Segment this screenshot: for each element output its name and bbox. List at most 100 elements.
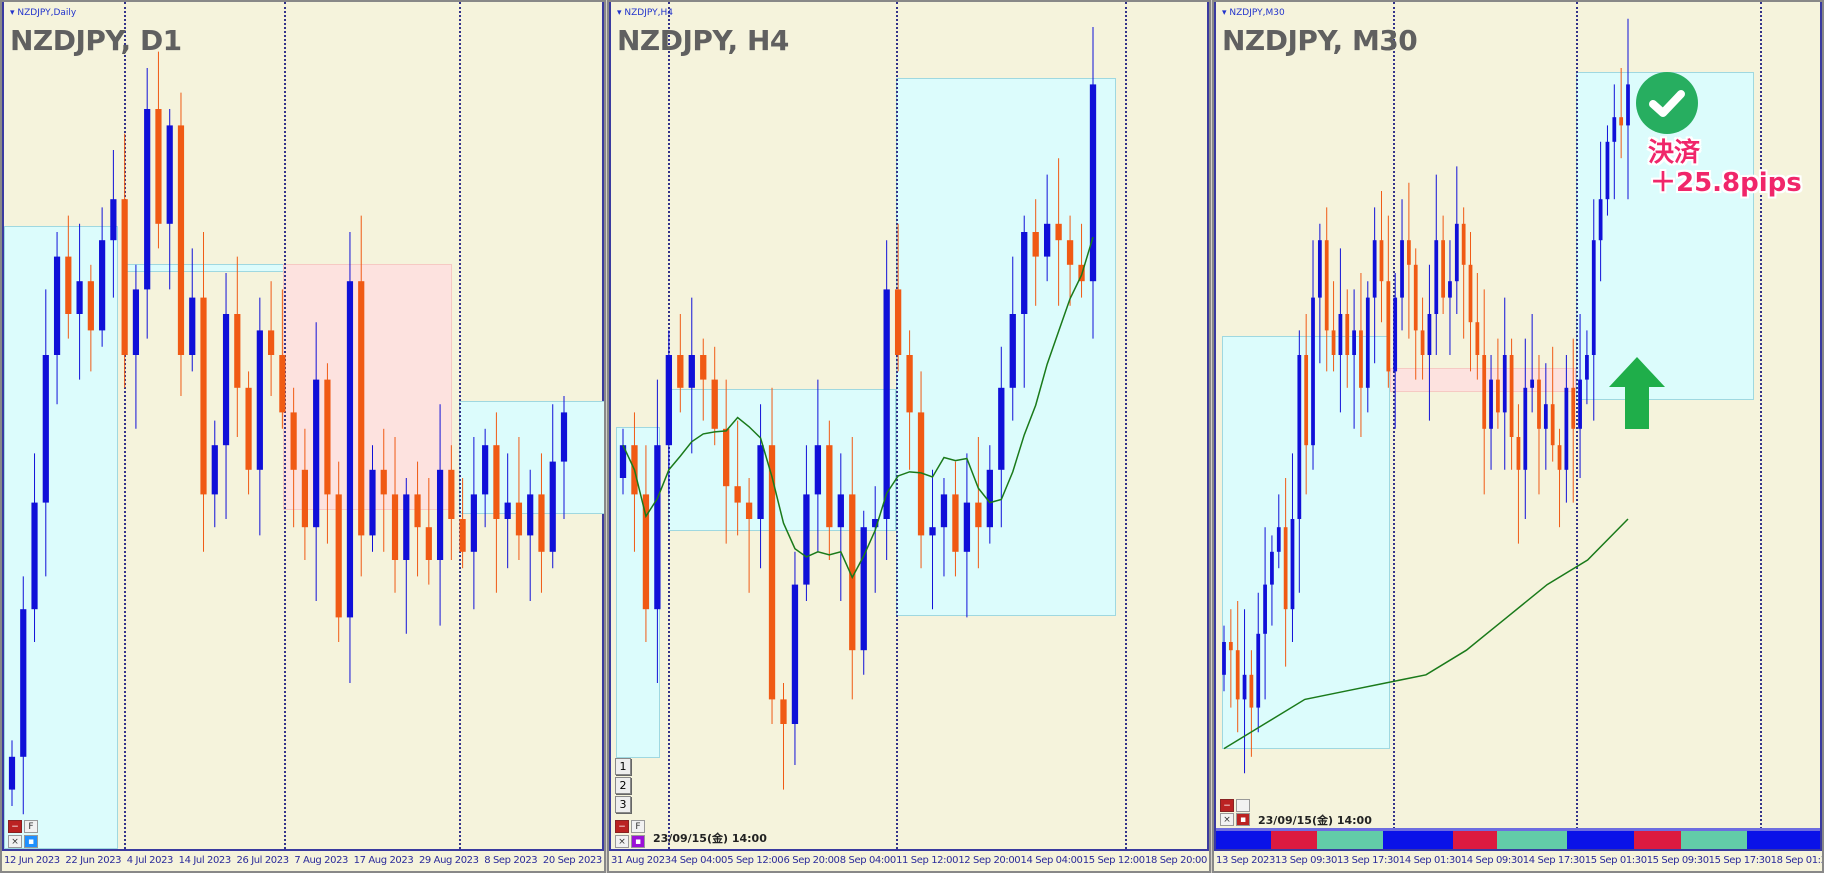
plot-area[interactable]: ▾ NZDJPY,Daily NZDJPY, D1 − F × ▪ (2, 2, 604, 849)
moving-average-line (622, 236, 1094, 580)
candle-body (665, 355, 673, 446)
candle-body (860, 527, 867, 651)
candle-body (1496, 379, 1500, 413)
candle-body (1304, 355, 1309, 446)
chart-symbol-label[interactable]: ▾ NZDJPY,Daily (10, 8, 77, 18)
minimize-button[interactable]: − (615, 820, 629, 833)
candle-body (1235, 650, 1240, 700)
button-3[interactable]: 3 (615, 796, 631, 813)
candle-body (1537, 379, 1541, 429)
axis-tick-label: 4 Sep 04:00 (670, 855, 727, 866)
candle-body (346, 281, 354, 618)
candle-body (1509, 355, 1514, 437)
grid-line (124, 2, 126, 849)
grid-line (1576, 2, 1578, 849)
candle-body (20, 609, 27, 757)
chart-panel-m30[interactable]: ▾ NZDJPY,M30 NZDJPY, M30 決済 ＋25.8pips − … (1212, 0, 1824, 873)
candle-body (642, 494, 650, 610)
button-2[interactable]: 2 (615, 777, 631, 794)
grid-line (1125, 2, 1127, 849)
candle-body (482, 445, 489, 495)
candle-body (1434, 240, 1439, 314)
axis-tick-label: 14 Sep 09:30 (1460, 855, 1523, 866)
plot-area[interactable]: ▾ NZDJPY,H4 NZDJPY, H4 1 2 3 − F × ▪ 23/… (609, 2, 1209, 849)
close-button[interactable]: × (1220, 813, 1234, 826)
result-label: 決済 (1648, 138, 1701, 168)
current-datetime: 23/09/15(金) 14:00 (1258, 814, 1372, 827)
candle-body (975, 502, 982, 528)
button-1[interactable]: 1 (615, 758, 631, 775)
candle-body (177, 125, 185, 356)
candle-body (1352, 330, 1356, 355)
chart-symbol-label[interactable]: ▾ NZDJPY,H4 (617, 8, 673, 18)
candle-body (1530, 379, 1535, 388)
candle-body (31, 502, 38, 610)
result-pips: ＋25.8pips (1650, 168, 1802, 198)
minimize-button[interactable]: − (1220, 799, 1234, 812)
session-segment-red (1270, 831, 1318, 849)
axis-tick-label: 15 Sep 09:30 (1646, 855, 1709, 866)
axis-tick-label: 15 Sep 12:00 (1082, 855, 1145, 866)
candle-body (757, 445, 764, 519)
candle-body (76, 281, 83, 314)
toggle-button[interactable]: ▪ (24, 835, 38, 848)
session-segment-blue (1216, 831, 1271, 849)
axis-tick-label: 12 Jun 2023 (4, 855, 60, 866)
candle-body (8, 756, 16, 790)
chart-panel-d1[interactable]: ▾ NZDJPY,Daily NZDJPY, D1 − F × ▪ 12 Jun… (0, 0, 606, 873)
axis-tick-label: 4 Jul 2023 (126, 855, 174, 866)
axis-tick-label: 18 Sep 01:30 (1770, 855, 1822, 866)
candle-body (1441, 240, 1446, 298)
toggle-button[interactable]: ▪ (1236, 813, 1250, 826)
candle-body (403, 494, 410, 560)
candle-body (425, 527, 432, 560)
candle-body (459, 519, 466, 552)
candle-body (380, 469, 387, 495)
chart-panel-h4[interactable]: ▾ NZDJPY,H4 NZDJPY, H4 1 2 3 − F × ▪ 23/… (607, 0, 1211, 873)
candle-body (1283, 527, 1288, 610)
minimize-button[interactable]: − (8, 820, 22, 833)
grid-line (459, 2, 461, 849)
f-button[interactable] (1236, 799, 1250, 812)
f-button[interactable]: F (24, 820, 38, 833)
candlestick-chart (619, 27, 1097, 790)
candle-body (1317, 240, 1322, 298)
candle-body (745, 502, 753, 519)
session-segment-blue (1383, 831, 1453, 849)
axis-tick-label: 14 Sep 01:30 (1398, 855, 1461, 866)
candle-body (677, 355, 684, 388)
candle-body (1345, 314, 1350, 355)
candle-body (527, 494, 534, 536)
candle-body (560, 412, 568, 462)
toggle-button[interactable]: ▪ (631, 835, 645, 848)
candle-body (723, 428, 730, 487)
axis-tick-label: 18 Sep 20:00 (1145, 855, 1207, 866)
candle-body (1290, 519, 1295, 610)
candle-body (211, 445, 218, 495)
candle-body (1591, 240, 1596, 355)
candle-body (734, 486, 741, 503)
close-button[interactable]: × (8, 835, 22, 848)
chart-watermark-title: NZDJPY, H4 (617, 24, 789, 57)
candle-body (1386, 281, 1391, 372)
candle-body (65, 256, 72, 314)
session-segment-blue (1566, 831, 1635, 849)
time-axis: 13 Sep 2023 13 Sep 09:30 13 Sep 17:30 14 Se… (1214, 849, 1822, 871)
symbol-text: NZDJPY,M30 (1229, 8, 1285, 18)
plot-area[interactable]: ▾ NZDJPY,M30 NZDJPY, M30 決済 ＋25.8pips − … (1214, 2, 1822, 849)
candle-body (369, 469, 376, 536)
chart-symbol-label[interactable]: ▾ NZDJPY,M30 (1222, 8, 1285, 18)
candle-body (1338, 314, 1343, 355)
session-segment-green (1680, 831, 1747, 849)
candle-body (1311, 297, 1315, 446)
candle-body (301, 469, 308, 528)
candle-body (1249, 674, 1254, 708)
axis-tick-label: 26 Jul 2023 (236, 855, 289, 866)
candle-body (1516, 437, 1521, 470)
candle-body (200, 297, 207, 495)
candle-body (940, 494, 948, 528)
close-button[interactable]: × (615, 835, 629, 848)
f-button[interactable]: F (631, 820, 645, 833)
candle-body (1523, 387, 1528, 470)
candle-body (268, 330, 275, 355)
